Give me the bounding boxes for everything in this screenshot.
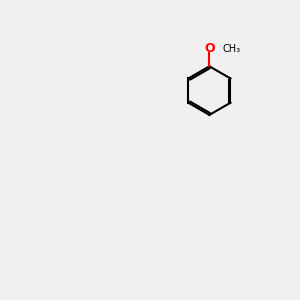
Text: CH₃: CH₃ <box>223 44 241 54</box>
Text: O: O <box>204 42 215 55</box>
